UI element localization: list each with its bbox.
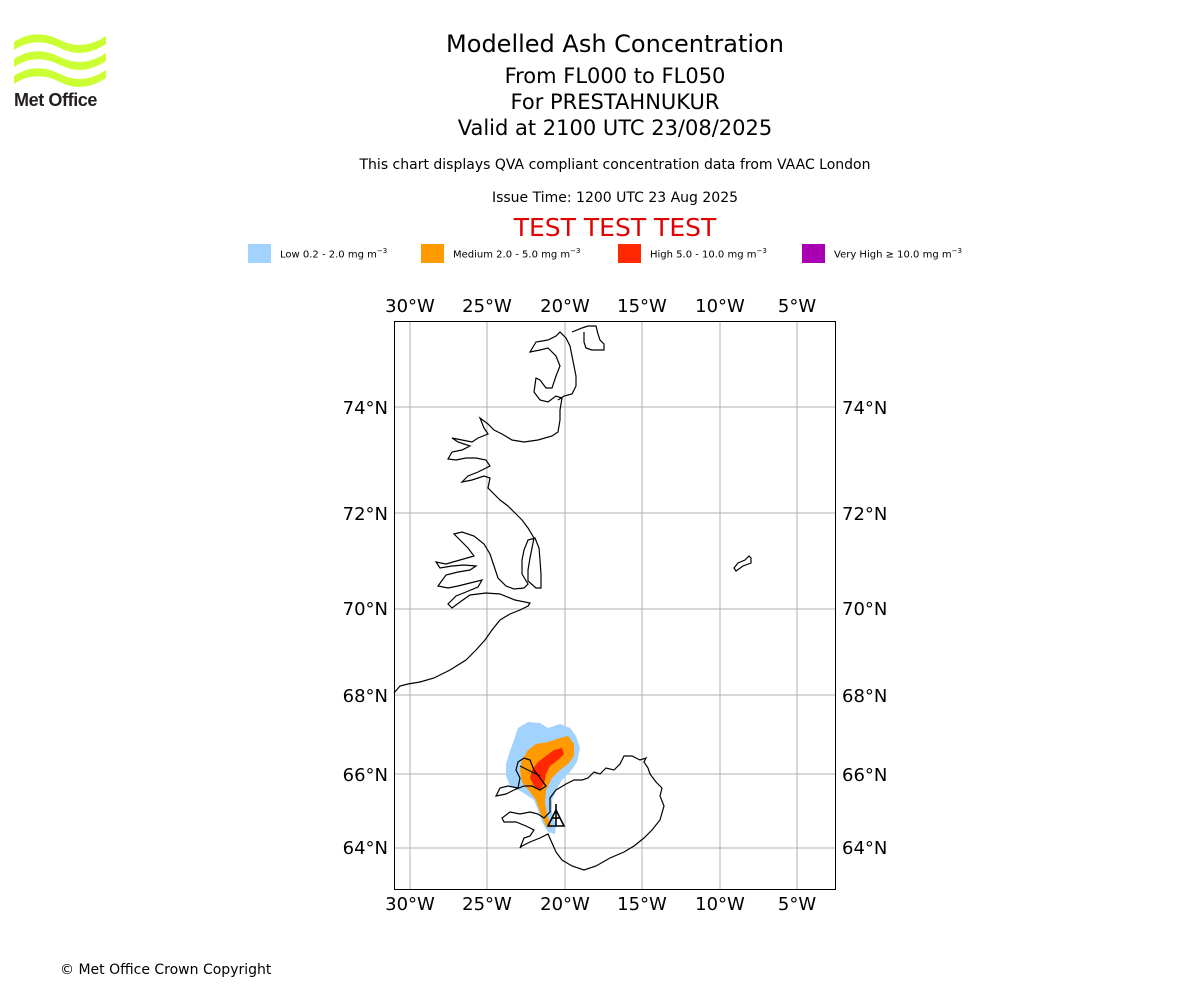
- ash-high-area: [530, 748, 564, 790]
- lat-labels-left: 74°N 72°N 70°N 68°N 66°N 64°N: [343, 398, 388, 859]
- legend-label-medium: Medium 2.0 - 5.0 mg m−3: [453, 247, 581, 261]
- iceland-coastline: [494, 755, 665, 871]
- lon-label: 5°W: [778, 296, 816, 317]
- lon-labels-top: 30°W 25°W 20°W 15°W 10°W 5°W: [385, 296, 816, 317]
- lat-label: 70°N: [343, 599, 388, 620]
- lat-labels-right: 74°N 72°N 70°N 68°N 66°N 64°N: [842, 398, 887, 859]
- map-frame: [394, 321, 836, 890]
- lon-label: 10°W: [695, 296, 745, 317]
- lon-label: 25°W: [462, 296, 512, 317]
- valid-time: Valid at 2100 UTC 23/08/2025: [457, 116, 773, 140]
- lon-labels-bottom: 30°W 25°W 20°W 15°W 10°W 5°W: [385, 894, 816, 915]
- lat-label: 74°N: [842, 398, 887, 419]
- volcano-name: For PRESTAHNUKUR: [510, 90, 720, 114]
- lat-label: 70°N: [842, 599, 887, 620]
- lat-label: 72°N: [343, 504, 388, 525]
- lat-label: 68°N: [842, 686, 887, 707]
- copyright: © Met Office Crown Copyright: [60, 962, 272, 978]
- ash-medium-area: [520, 736, 574, 828]
- test-banner: TEST TEST TEST: [513, 213, 717, 242]
- legend-swatch-medium: [421, 244, 444, 263]
- jan-mayen-coastline: [733, 555, 752, 572]
- lon-label: 15°W: [617, 296, 667, 317]
- lon-label: 15°W: [617, 894, 667, 915]
- issue-time: Issue Time: 1200 UTC 23 Aug 2025: [491, 190, 739, 206]
- legend-swatch-very-high: [802, 244, 825, 263]
- volcano-triangle-icon: [546, 804, 566, 827]
- flight-levels: From FL000 to FL050: [504, 64, 726, 88]
- map-gridlines: [394, 321, 836, 889]
- lon-label: 20°W: [540, 296, 590, 317]
- lat-label: 64°N: [842, 838, 887, 859]
- legend-label-very-high: Very High ≥ 10.0 mg m−3: [834, 247, 962, 261]
- lat-label: 74°N: [343, 398, 388, 419]
- lat-label: 68°N: [343, 686, 388, 707]
- greenland-coastline: [393, 325, 605, 694]
- lon-label: 20°W: [540, 894, 590, 915]
- lat-label: 72°N: [842, 504, 887, 525]
- met-office-waves-icon: [14, 34, 106, 87]
- lat-label: 66°N: [343, 765, 388, 786]
- legend-swatch-low: [248, 244, 271, 263]
- lat-label: 66°N: [842, 765, 887, 786]
- chart-subtitle: This chart displays QVA compliant concen…: [359, 157, 871, 173]
- lon-label: 5°W: [778, 894, 816, 915]
- legend-swatch-high: [618, 244, 641, 263]
- chart-title: Modelled Ash Concentration: [446, 30, 784, 58]
- legend-label-low: Low 0.2 - 2.0 mg m−3: [280, 247, 388, 261]
- lon-label: 30°W: [385, 296, 435, 317]
- legend-label-high: High 5.0 - 10.0 mg m−3: [650, 247, 767, 261]
- lon-label: 25°W: [462, 894, 512, 915]
- lat-label: 64°N: [343, 838, 388, 859]
- plume-axis-line: [519, 765, 541, 777]
- met-office-logo: Met Office: [14, 30, 106, 112]
- lon-label: 10°W: [695, 894, 745, 915]
- lon-label: 30°W: [385, 894, 435, 915]
- logo-text: Met Office: [14, 90, 98, 110]
